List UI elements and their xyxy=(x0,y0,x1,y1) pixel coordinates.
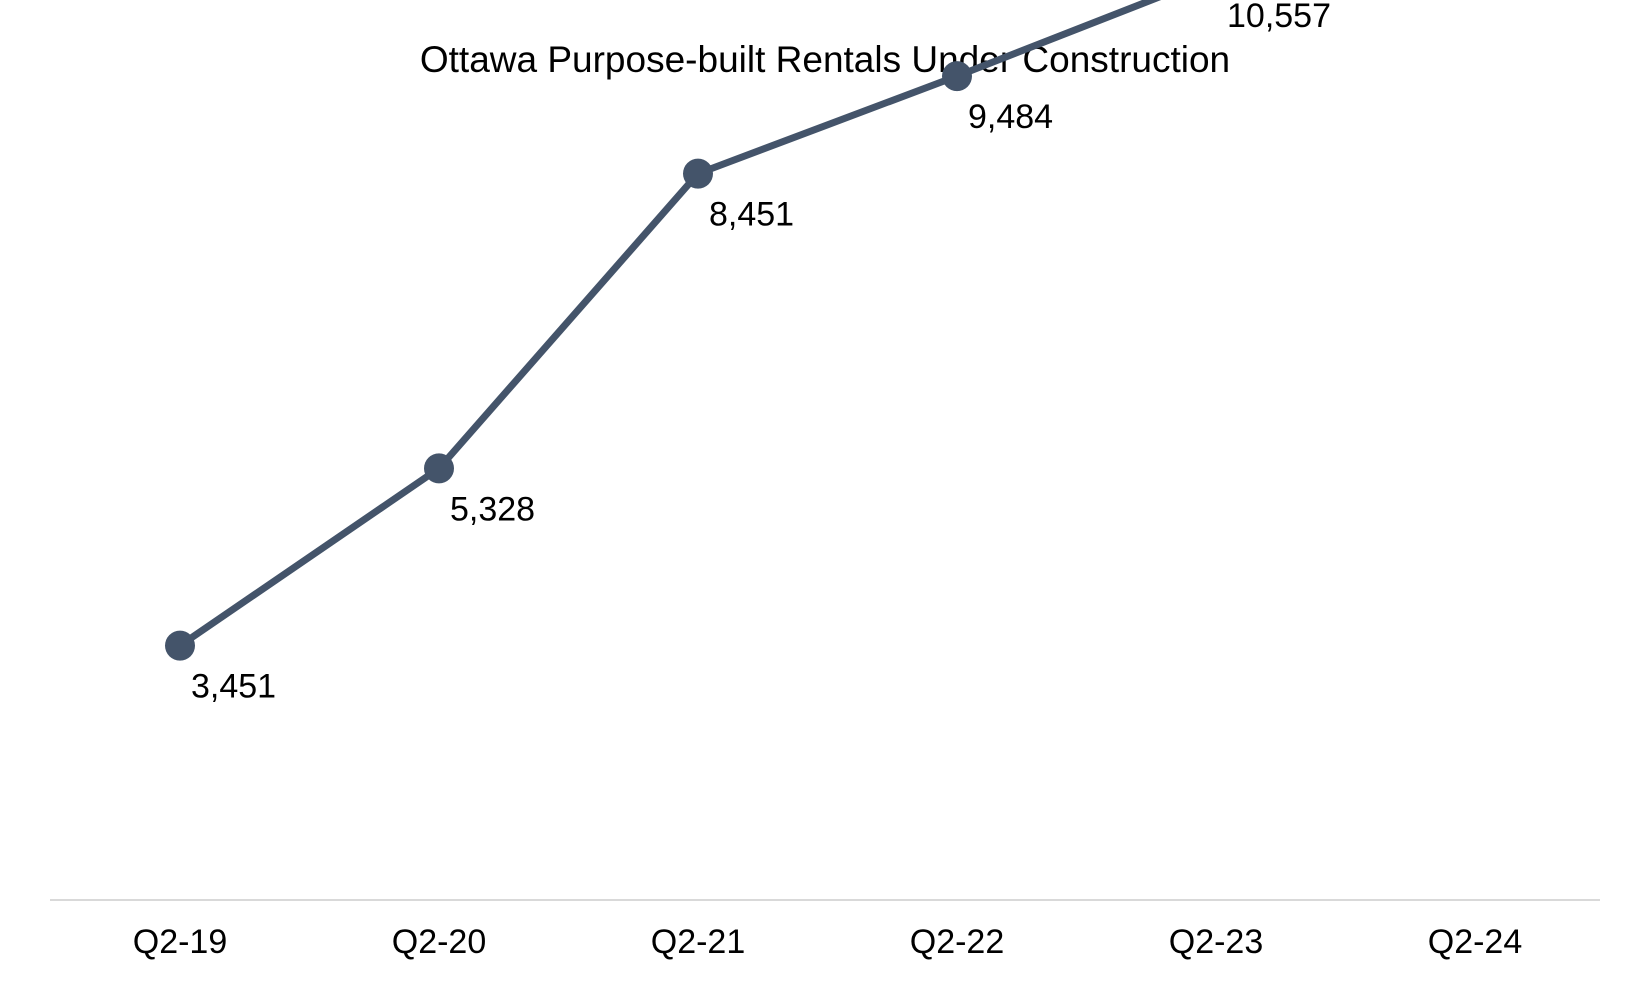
data-label: 10,557 xyxy=(1227,0,1331,35)
x-tick-label: Q2-21 xyxy=(651,923,746,961)
data-point-q2-22 xyxy=(942,61,972,92)
data-point-q2-19 xyxy=(165,630,195,661)
data-label: 9,484 xyxy=(968,98,1053,136)
x-axis-ticks: Q2-19 Q2-20 Q2-21 Q2-22 Q2-23 Q2-24 xyxy=(133,923,1523,961)
x-tick-label: Q2-20 xyxy=(392,923,487,961)
x-tick-label: Q2-22 xyxy=(910,923,1005,961)
series-line xyxy=(176,0,1162,650)
data-point-q2-21 xyxy=(683,158,713,189)
data-point-q2-20 xyxy=(424,453,454,484)
data-label: 5,328 xyxy=(450,490,535,528)
series-group xyxy=(165,0,1162,661)
data-label: 3,451 xyxy=(191,668,276,706)
x-tick-label: Q2-23 xyxy=(1169,923,1264,961)
x-tick-label: Q2-19 xyxy=(133,923,228,961)
data-label: 8,451 xyxy=(709,196,794,234)
chart-title: Ottawa Purpose-built Rentals Under Const… xyxy=(420,39,1230,80)
x-tick-label: Q2-24 xyxy=(1428,923,1523,961)
